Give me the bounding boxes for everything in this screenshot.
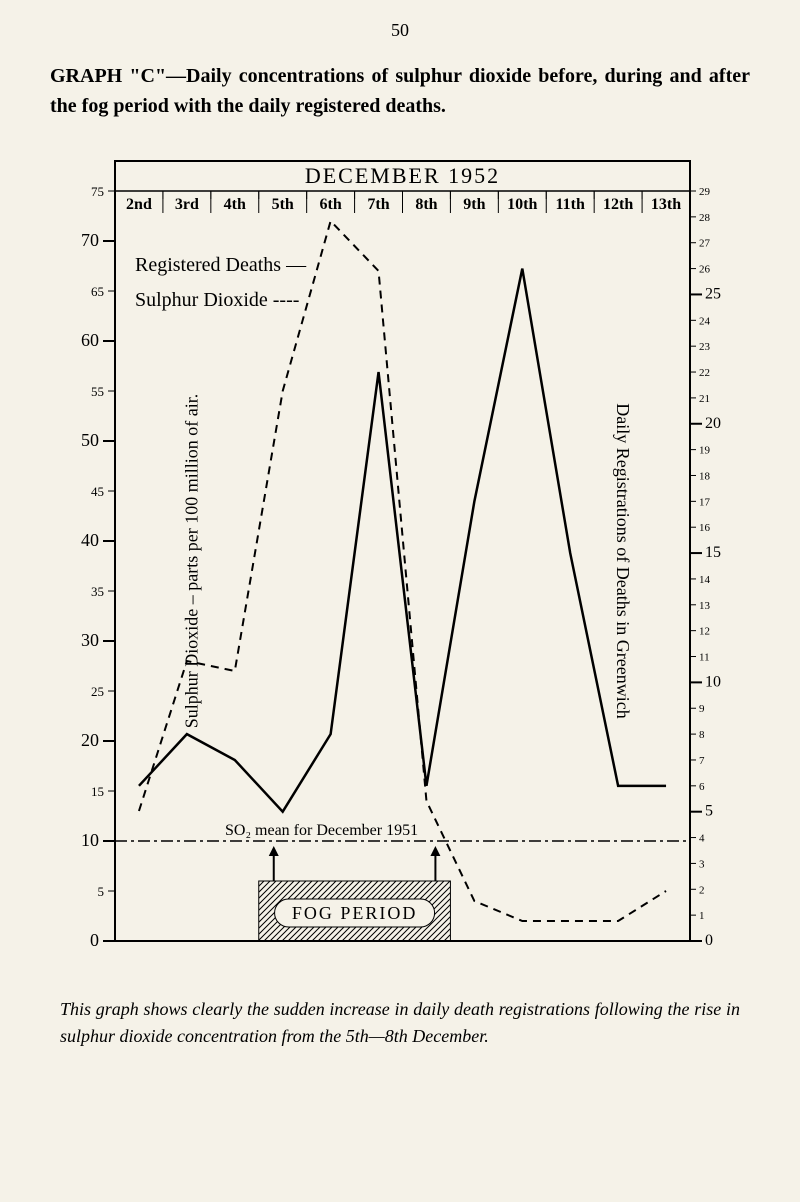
svg-text:0: 0 bbox=[705, 932, 713, 949]
svg-text:4th: 4th bbox=[224, 196, 246, 213]
chart-svg: DECEMBER 1952051015202530354045505560657… bbox=[40, 151, 760, 971]
svg-text:25: 25 bbox=[91, 684, 104, 699]
svg-text:23: 23 bbox=[699, 341, 711, 353]
svg-text:70: 70 bbox=[81, 230, 99, 250]
svg-text:8th: 8th bbox=[415, 196, 437, 213]
svg-text:Sulphur Dioxide ----: Sulphur Dioxide ---- bbox=[135, 289, 299, 311]
svg-text:2: 2 bbox=[699, 884, 705, 896]
svg-text:14: 14 bbox=[699, 574, 711, 586]
svg-text:5: 5 bbox=[98, 884, 105, 899]
svg-text:19: 19 bbox=[699, 445, 711, 457]
svg-text:11: 11 bbox=[699, 652, 710, 664]
svg-text:12th: 12th bbox=[603, 196, 633, 213]
svg-text:16: 16 bbox=[699, 522, 711, 534]
svg-text:25: 25 bbox=[705, 285, 721, 302]
svg-text:1: 1 bbox=[699, 910, 705, 922]
svg-text:3rd: 3rd bbox=[175, 196, 199, 213]
svg-text:35: 35 bbox=[91, 584, 104, 599]
svg-text:SO₂ mean for December 1951: SO₂ mean for December 1951 bbox=[225, 822, 418, 839]
svg-text:7th: 7th bbox=[367, 196, 389, 213]
svg-text:10: 10 bbox=[81, 830, 99, 850]
svg-text:10th: 10th bbox=[507, 196, 537, 213]
svg-text:21: 21 bbox=[699, 393, 710, 405]
svg-text:FOG PERIOD: FOG PERIOD bbox=[292, 903, 418, 923]
svg-text:6th: 6th bbox=[320, 196, 342, 213]
svg-text:13th: 13th bbox=[651, 196, 681, 213]
graph-title: GRAPH "C"—Daily concentrations of sulphu… bbox=[50, 61, 750, 121]
svg-text:Registered Deaths —: Registered Deaths — bbox=[135, 254, 307, 276]
svg-text:20: 20 bbox=[81, 730, 99, 750]
left-axis-label: Sulphur Dioxide – parts per 100 million … bbox=[182, 394, 203, 728]
svg-text:40: 40 bbox=[81, 530, 99, 550]
svg-text:15: 15 bbox=[705, 544, 721, 561]
svg-text:24: 24 bbox=[699, 315, 711, 327]
svg-text:10: 10 bbox=[705, 673, 721, 690]
svg-text:3: 3 bbox=[699, 858, 705, 870]
svg-text:7: 7 bbox=[699, 755, 705, 767]
svg-text:50: 50 bbox=[81, 430, 99, 450]
svg-text:5th: 5th bbox=[272, 196, 294, 213]
svg-text:28: 28 bbox=[699, 212, 711, 224]
svg-text:8: 8 bbox=[699, 729, 705, 741]
svg-text:26: 26 bbox=[699, 264, 711, 276]
svg-text:60: 60 bbox=[81, 330, 99, 350]
svg-text:11th: 11th bbox=[556, 196, 585, 213]
svg-text:6: 6 bbox=[699, 781, 705, 793]
svg-text:30: 30 bbox=[81, 630, 99, 650]
svg-text:75: 75 bbox=[91, 184, 104, 199]
svg-text:4: 4 bbox=[699, 833, 705, 845]
chart-container: Sulphur Dioxide – parts per 100 million … bbox=[40, 151, 760, 971]
svg-text:27: 27 bbox=[699, 238, 711, 250]
svg-text:18: 18 bbox=[699, 470, 711, 482]
caption: This graph shows clearly the sudden incr… bbox=[60, 996, 740, 1050]
svg-text:22: 22 bbox=[699, 367, 710, 379]
svg-text:20: 20 bbox=[705, 415, 721, 432]
svg-text:29: 29 bbox=[699, 186, 711, 198]
svg-text:45: 45 bbox=[91, 484, 104, 499]
svg-text:9: 9 bbox=[699, 703, 705, 715]
svg-text:2nd: 2nd bbox=[126, 196, 152, 213]
page-number: 50 bbox=[40, 20, 760, 41]
svg-text:12: 12 bbox=[699, 626, 710, 638]
svg-text:5: 5 bbox=[705, 803, 713, 820]
svg-text:13: 13 bbox=[699, 600, 711, 612]
svg-text:0: 0 bbox=[90, 930, 99, 950]
svg-text:55: 55 bbox=[91, 384, 104, 399]
svg-text:9th: 9th bbox=[463, 196, 485, 213]
svg-text:17: 17 bbox=[699, 496, 711, 508]
svg-text:65: 65 bbox=[91, 284, 104, 299]
svg-text:15: 15 bbox=[91, 784, 104, 799]
svg-text:DECEMBER 1952: DECEMBER 1952 bbox=[305, 163, 500, 188]
right-axis-label: Daily Registrations of Deaths in Greenwi… bbox=[612, 403, 633, 718]
